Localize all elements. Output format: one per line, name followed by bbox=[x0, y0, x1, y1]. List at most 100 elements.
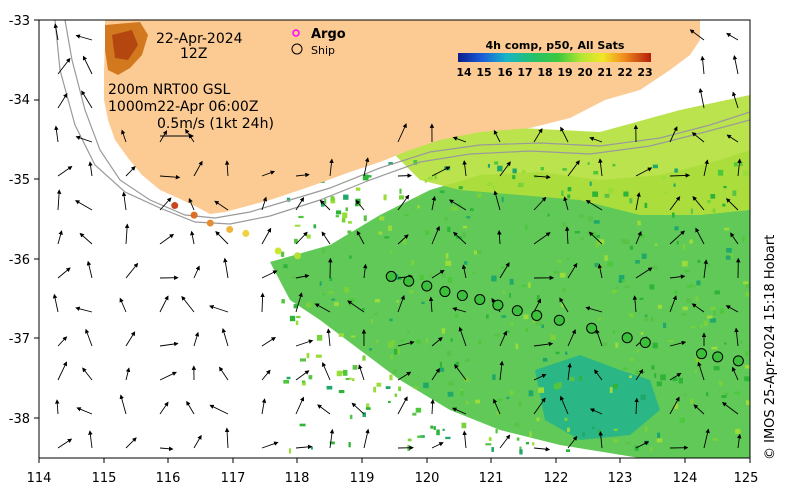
sst-pixel bbox=[450, 338, 453, 342]
sst-pixel bbox=[615, 342, 619, 348]
current-vector-arrow bbox=[363, 157, 370, 177]
x-tick-label: 115 bbox=[92, 471, 117, 486]
sst-pixel bbox=[696, 280, 701, 286]
current-vector-arrow bbox=[669, 396, 680, 415]
sst-pixel bbox=[296, 315, 301, 319]
current-vector-arrow bbox=[533, 341, 554, 347]
colorbar-ticks: 14 15 16 17 18 19 20 21 22 23 bbox=[456, 66, 652, 79]
sst-pixel bbox=[384, 236, 390, 239]
sst-pixel bbox=[644, 202, 648, 208]
current-vector-arrow bbox=[351, 402, 365, 415]
current-vector-arrow bbox=[598, 431, 603, 449]
sst-pixel bbox=[641, 371, 645, 374]
sst-pixel bbox=[689, 239, 693, 244]
sst-pixel bbox=[510, 322, 513, 326]
sst-pixel bbox=[497, 165, 503, 172]
current-vector-arrow bbox=[695, 227, 705, 245]
colorbar-tick: 19 bbox=[557, 66, 572, 79]
sst-pixel bbox=[674, 290, 678, 294]
current-vector-arrow bbox=[635, 167, 653, 177]
current-vector-arrow bbox=[458, 326, 467, 347]
sst-pixel bbox=[392, 369, 398, 374]
sst-pixel bbox=[348, 442, 351, 448]
current-vector-arrow bbox=[635, 230, 642, 245]
x-tick-label: 125 bbox=[734, 471, 759, 486]
current-vector-arrow bbox=[635, 192, 641, 211]
sst-pixel bbox=[464, 377, 470, 382]
current-vector-arrow bbox=[499, 434, 511, 449]
sst-pixel bbox=[501, 266, 505, 269]
current-vector-arrow bbox=[533, 128, 543, 143]
current-vector-arrow bbox=[159, 401, 169, 415]
colorbar-tick: 21 bbox=[597, 66, 612, 79]
sst-pixel bbox=[651, 365, 655, 370]
current-vector-arrow bbox=[725, 305, 739, 313]
sst-pixel bbox=[428, 176, 433, 180]
current-vector-arrow bbox=[81, 90, 93, 109]
current-vector-arrow bbox=[560, 126, 569, 143]
sst-pixel bbox=[302, 380, 306, 383]
warm-sst-point bbox=[294, 252, 302, 260]
sst-pixel bbox=[684, 393, 687, 396]
sst-pixel bbox=[509, 278, 514, 285]
current-vector-arrow bbox=[261, 227, 272, 245]
x-tick-label: 118 bbox=[285, 471, 310, 486]
ship-position-marker bbox=[696, 348, 708, 360]
sst-pixel bbox=[682, 313, 687, 316]
current-vector-arrow bbox=[691, 132, 705, 143]
sst-pixel bbox=[732, 190, 737, 196]
sst-pixel bbox=[486, 181, 493, 187]
sst-pixel bbox=[615, 286, 619, 289]
sst-pixel bbox=[376, 382, 382, 387]
y-tick-label: -36 bbox=[9, 253, 30, 268]
sst-pixel bbox=[528, 390, 534, 397]
warm-sst-point bbox=[190, 211, 198, 219]
sst-yellow-region bbox=[390, 95, 750, 215]
current-vector-arrow bbox=[57, 361, 67, 381]
sst-pixel bbox=[652, 164, 658, 169]
sst-pixel bbox=[663, 322, 667, 328]
sst-pixel bbox=[510, 390, 514, 395]
sst-pixel bbox=[625, 442, 630, 445]
sst-pixel bbox=[611, 289, 617, 293]
warm-sst-point bbox=[274, 247, 282, 255]
sst-pixel bbox=[721, 395, 727, 398]
sst-pixel bbox=[412, 412, 417, 416]
current-vector-arrow bbox=[533, 174, 551, 180]
warm-sst-point bbox=[206, 219, 214, 227]
current-vector-arrow bbox=[730, 232, 739, 245]
current-vector-arrow bbox=[56, 189, 62, 211]
sst-pixel bbox=[722, 203, 726, 207]
sst-pixel bbox=[496, 411, 499, 416]
sst-pixel bbox=[562, 168, 567, 171]
sst-pixel bbox=[455, 313, 459, 318]
sst-pixel bbox=[375, 339, 379, 344]
sst-pixel bbox=[485, 443, 492, 446]
current-vector-arrow bbox=[57, 165, 73, 177]
current-vector-arrow bbox=[698, 88, 705, 109]
sst-pixel bbox=[645, 426, 648, 432]
current-vector-arrow bbox=[598, 158, 603, 177]
current-vector-arrow bbox=[52, 293, 59, 313]
current-vector-arrow bbox=[397, 234, 409, 245]
sst-pixel bbox=[458, 186, 463, 190]
sst-pixel bbox=[388, 225, 392, 231]
current-vector-arrow bbox=[493, 129, 501, 143]
current-vector-arrow bbox=[563, 196, 569, 211]
y-tick-label: -35 bbox=[9, 173, 30, 188]
sst-pixel bbox=[413, 160, 418, 165]
sst-pixel bbox=[486, 314, 489, 319]
sst-pixel bbox=[612, 163, 616, 167]
current-vector-arrow bbox=[431, 337, 443, 347]
sst-pixel bbox=[352, 365, 358, 370]
sst-pixel bbox=[402, 238, 406, 245]
current-vector-arrow bbox=[697, 361, 705, 381]
sst-pixel bbox=[613, 383, 618, 389]
sst-pixel bbox=[494, 333, 501, 337]
sst-pixel bbox=[331, 298, 335, 301]
current-vector-arrow bbox=[57, 438, 73, 449]
sst-pixel bbox=[690, 283, 693, 289]
current-vector-arrow bbox=[214, 200, 229, 211]
current-vector-arrow bbox=[533, 232, 551, 245]
sst-pixel bbox=[608, 187, 614, 194]
